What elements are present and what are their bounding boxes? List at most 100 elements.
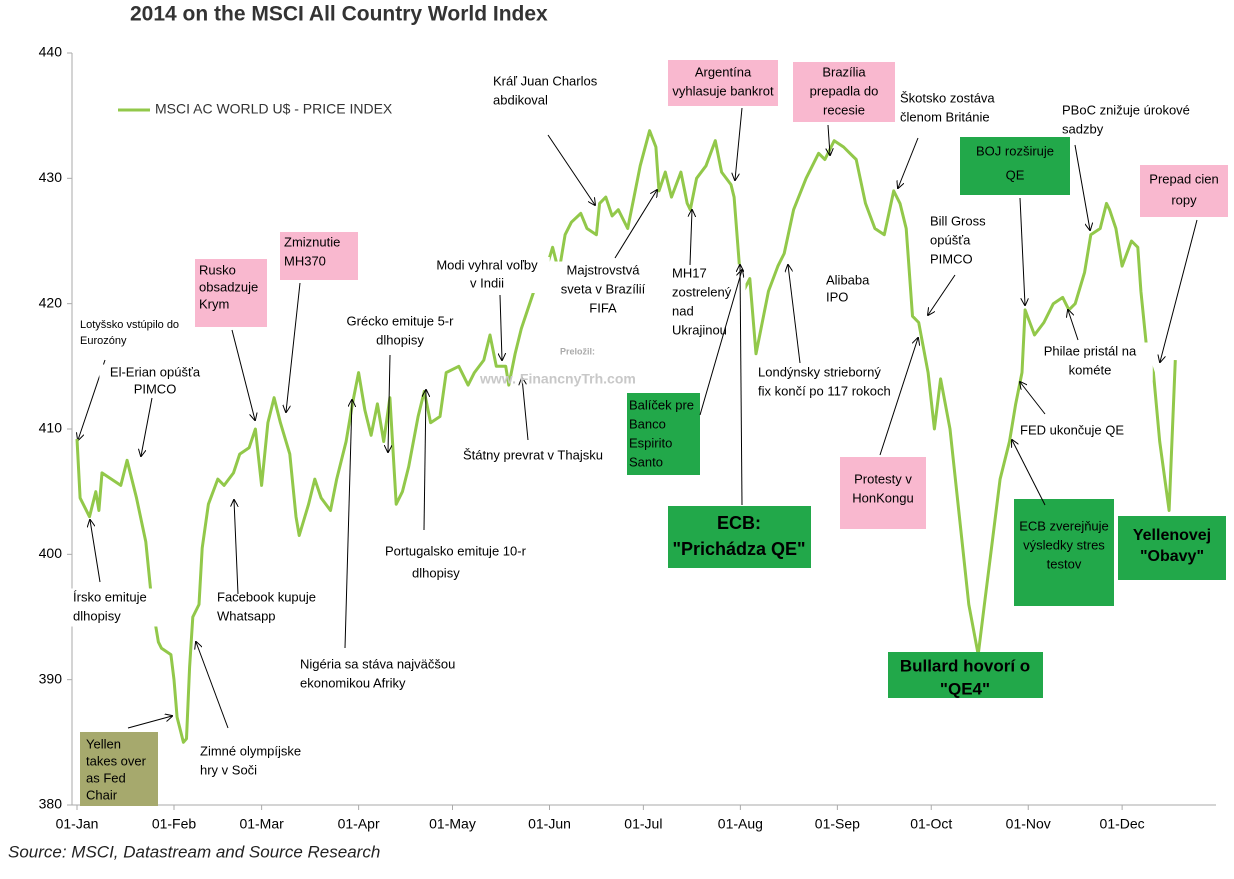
annotation-text: Bullard hovorí o bbox=[900, 656, 1030, 675]
annotation-arrow bbox=[740, 265, 742, 506]
annotation-text: PIMCO bbox=[134, 381, 177, 396]
annotation-box bbox=[80, 732, 158, 806]
annotation-arrow bbox=[1068, 310, 1079, 341]
annotation-text: Kráľ Juan Charlos bbox=[493, 73, 598, 88]
annotation-box bbox=[840, 457, 926, 529]
annotation-text: dlhopisy bbox=[412, 565, 460, 580]
annotation-arrow bbox=[788, 265, 801, 364]
annotation-box bbox=[668, 506, 811, 568]
annotation-bg bbox=[1027, 342, 1153, 381]
annotation-bg bbox=[1018, 421, 1130, 441]
y-tick-label: 440 bbox=[39, 44, 63, 60]
annotation-box bbox=[793, 62, 895, 122]
annotation-arrow bbox=[522, 378, 529, 441]
annotation-text: PIMCO bbox=[930, 251, 973, 266]
annotation-bg bbox=[898, 89, 1010, 128]
annotation-box bbox=[888, 652, 1043, 698]
annotation-arrow bbox=[614, 190, 657, 259]
annotation-text: sadzby bbox=[1062, 121, 1104, 136]
annotation-bg bbox=[383, 541, 559, 585]
annotation-bg bbox=[756, 363, 925, 402]
annotation-arrow bbox=[141, 397, 153, 456]
annotation-text: obsadzuje bbox=[199, 279, 258, 294]
x-tick-label: 01-Mar bbox=[239, 816, 284, 832]
annotation-box bbox=[1118, 516, 1226, 580]
annotation-text: FIFA bbox=[589, 300, 617, 315]
annotation-text: "Prichádza QE" bbox=[672, 539, 805, 559]
annotation-box bbox=[627, 393, 700, 475]
y-tick-label: 430 bbox=[39, 169, 63, 185]
annotation-text: Lotyšsko vstúpilo do bbox=[80, 319, 179, 331]
annotation-arrow bbox=[690, 210, 692, 266]
annotation-text: vyhlasuje bankrot bbox=[672, 83, 774, 98]
annotation-text: Yellenovej bbox=[1133, 527, 1211, 544]
x-tick-label: 01-Oct bbox=[910, 816, 952, 832]
annotation-bg bbox=[99, 364, 211, 399]
x-tick-label: 01-Dec bbox=[1100, 816, 1145, 832]
annotation-box bbox=[1140, 165, 1228, 217]
y-tick-label: 390 bbox=[39, 670, 63, 686]
annotation-text: zostrelený bbox=[672, 284, 732, 299]
annotation-arrow bbox=[547, 134, 595, 205]
annotation-text: Alibaba bbox=[826, 272, 870, 287]
x-tick-label: 01-Aug bbox=[718, 816, 763, 832]
annotation-text: Zmiznutie bbox=[284, 234, 340, 249]
annotation-bg bbox=[543, 261, 663, 319]
annotation-arrow bbox=[234, 500, 239, 595]
annotation-box bbox=[280, 232, 358, 280]
annotation-arrow bbox=[1019, 197, 1025, 305]
annotation-bg bbox=[491, 72, 617, 111]
annotation-text: PBoC znižuje úrokové bbox=[1062, 102, 1190, 117]
annotation-box bbox=[195, 259, 267, 327]
annotation-text: dlhopisy bbox=[73, 608, 121, 623]
annotation-text: as Fed bbox=[86, 770, 126, 785]
annotation-text: Bill Gross bbox=[930, 213, 986, 228]
annotation-text: členom Británie bbox=[900, 109, 990, 124]
annotation-text: prepadla do bbox=[810, 83, 879, 98]
x-tick-label: 01-Feb bbox=[152, 816, 197, 832]
annotation-text: Brazília bbox=[822, 64, 866, 79]
annotation-bg bbox=[461, 446, 637, 466]
data-line bbox=[75, 129, 1177, 744]
annotation-text: ECB: bbox=[717, 513, 761, 533]
annotation-text: ekonomikou Afriky bbox=[300, 675, 406, 690]
annotation-bg bbox=[424, 257, 550, 293]
x-tick-label: 01-Jul bbox=[624, 816, 662, 832]
annotation-text: Majstrovstvá bbox=[567, 262, 641, 277]
legend-label: MSCI AC WORLD U$ - PRICE INDEX bbox=[155, 101, 393, 117]
x-tick-label: 01-Jun bbox=[528, 816, 571, 832]
annotation-arrow bbox=[500, 294, 502, 360]
annotation-arrow bbox=[90, 520, 101, 583]
annotation-arrow bbox=[424, 390, 426, 531]
annotation-text: Modi vyhral voľby bbox=[436, 257, 538, 272]
annotation-arrow bbox=[735, 107, 743, 180]
annotation-text: takes over bbox=[86, 753, 147, 768]
annotation-arrow bbox=[388, 354, 390, 452]
x-tick-label: 01-Apr bbox=[338, 816, 380, 832]
annotation-text: Portugalsko emituje 10-r bbox=[385, 543, 527, 558]
annotation-text: Eurozóny bbox=[80, 335, 127, 347]
annotation-text: MH17 bbox=[672, 265, 707, 280]
annotation-text: Grécko emituje 5-r bbox=[347, 313, 455, 328]
annotation-bg bbox=[298, 655, 488, 694]
annotation-text: QE bbox=[1006, 167, 1025, 182]
annotation-arrow bbox=[344, 400, 352, 649]
annotation-arrow bbox=[1160, 219, 1198, 362]
annotation-text: testov bbox=[1047, 556, 1082, 571]
annotation-text: www. FinancnyTrh.com bbox=[479, 371, 636, 387]
annotation-arrow bbox=[828, 124, 830, 155]
annotation-arrow bbox=[699, 270, 742, 416]
annotation-bg bbox=[333, 312, 467, 351]
x-tick-label: 01-Nov bbox=[1006, 816, 1051, 832]
annotation-text: Philae pristál na bbox=[1044, 343, 1137, 358]
x-tick-label: 01-May bbox=[429, 816, 476, 832]
annotation-bg bbox=[928, 212, 1004, 270]
annotation-text: HonKongu bbox=[852, 490, 913, 505]
annotation-arrow bbox=[898, 137, 919, 188]
annotation-text: Nigéria sa stáva najväčšou bbox=[300, 656, 455, 671]
annotation-text: Banco bbox=[629, 416, 666, 431]
annotation-bg bbox=[1060, 101, 1207, 140]
annotation-arrow bbox=[879, 338, 918, 456]
source: Source: MSCI, Datastream and Source Rese… bbox=[8, 842, 380, 861]
annotation-bg bbox=[71, 588, 168, 627]
